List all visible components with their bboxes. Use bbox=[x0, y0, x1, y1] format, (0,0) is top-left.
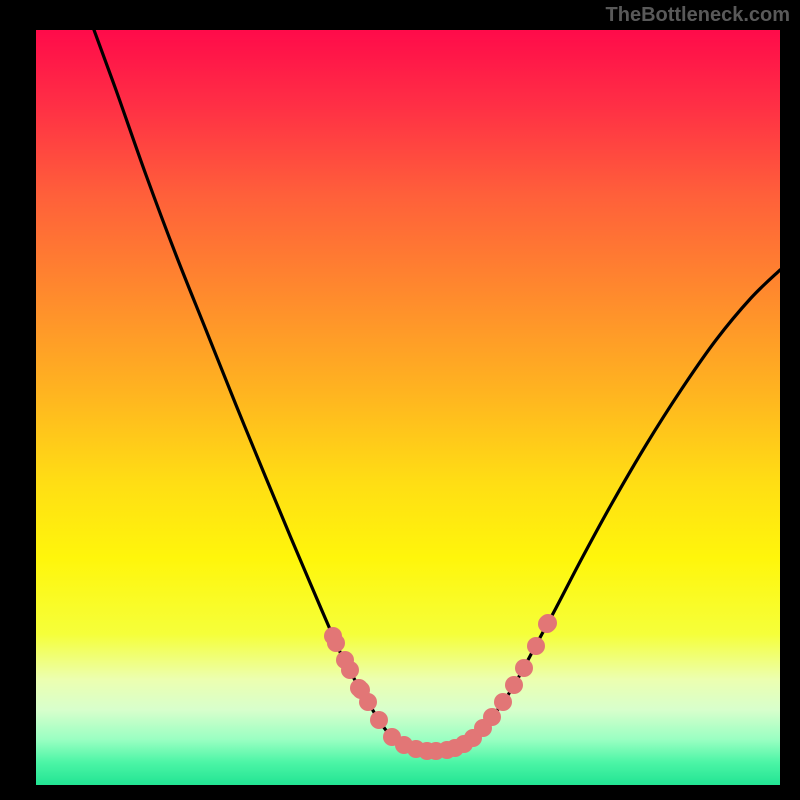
plot-area bbox=[36, 30, 780, 785]
data-marker bbox=[341, 661, 359, 679]
data-marker bbox=[527, 637, 545, 655]
data-marker bbox=[505, 676, 523, 694]
data-marker bbox=[494, 693, 512, 711]
data-marker bbox=[483, 708, 501, 726]
data-marker bbox=[370, 711, 388, 729]
chart-background bbox=[36, 30, 780, 785]
data-marker bbox=[327, 634, 345, 652]
data-marker bbox=[515, 659, 533, 677]
data-marker bbox=[539, 614, 557, 632]
data-marker bbox=[359, 693, 377, 711]
watermark-text: TheBottleneck.com bbox=[606, 4, 790, 27]
